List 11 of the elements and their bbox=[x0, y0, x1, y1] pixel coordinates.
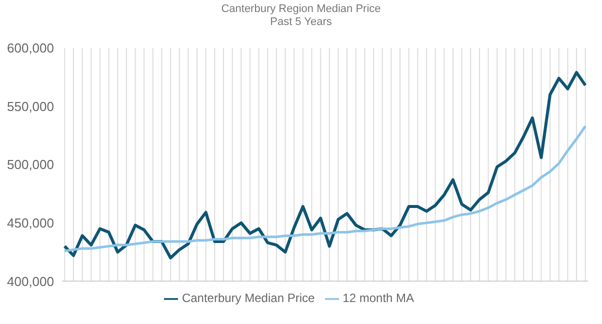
legend-label: Canterbury Median Price bbox=[182, 291, 315, 306]
line-series bbox=[63, 124, 587, 252]
line-series bbox=[63, 70, 587, 260]
legend-label: 12 month MA bbox=[342, 291, 414, 306]
y-tick-label: 400,000 bbox=[7, 274, 54, 289]
y-tick-label: 550,000 bbox=[7, 98, 54, 114]
chart-title: Canterbury Region Median Price bbox=[220, 3, 382, 15]
y-tick-label: 600,000 bbox=[7, 40, 54, 56]
chart-subtitle: Past 5 Years bbox=[269, 16, 333, 28]
y-tick-label: 450,000 bbox=[7, 215, 54, 230]
y-tick-label: 500,000 bbox=[7, 157, 54, 172]
